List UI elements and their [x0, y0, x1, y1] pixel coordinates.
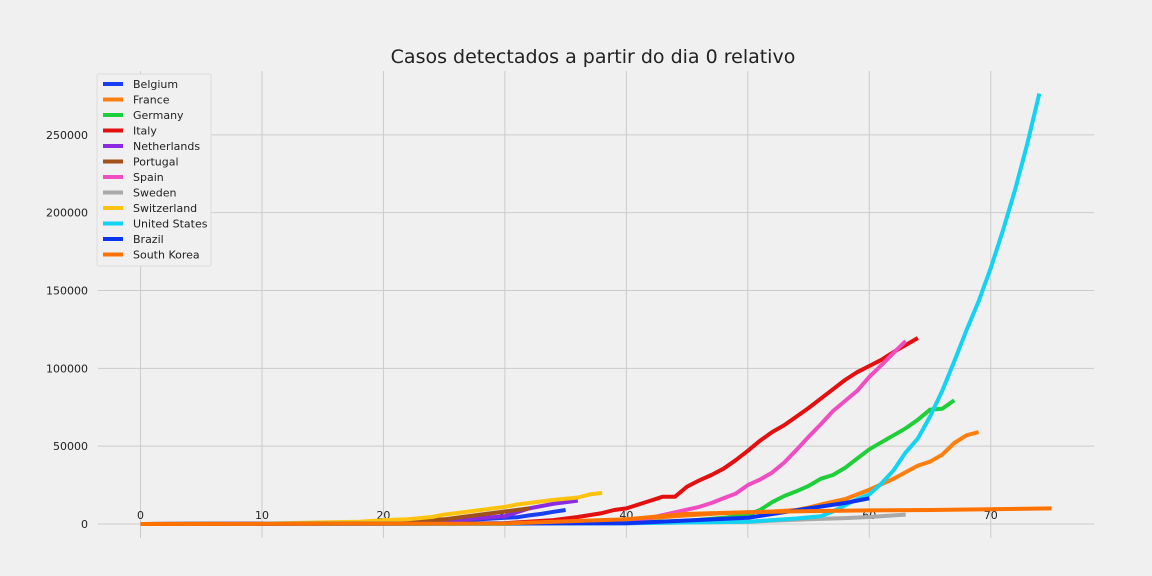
legend-label-brazil: Brazil [133, 233, 164, 246]
x-tick-label: 10 [255, 509, 269, 522]
legend-label-united-states: United States [133, 218, 208, 231]
y-tick-label: 150000 [46, 284, 88, 297]
chart-title: Casos detectados a partir do dia 0 relat… [391, 46, 796, 68]
y-tick-label: 250000 [46, 129, 88, 142]
y-tick-label: 0 [81, 518, 88, 531]
series-line-south-korea [140, 506, 1052, 526]
legend-label-netherlands: Netherlands [133, 140, 200, 153]
x-tick-label: 0 [137, 509, 144, 522]
legend-label-belgium: Belgium [133, 78, 178, 91]
series-line-italy [140, 336, 919, 526]
legend-label-spain: Spain [133, 171, 164, 184]
legend: Belgium France Germany Italy Netherlands Port… [96, 73, 212, 267]
legend-label-italy: Italy [133, 125, 157, 138]
legend-label-switzerland: Switzerland [133, 202, 197, 215]
y-tick-label: 50000 [53, 440, 88, 453]
legend-label-south-korea: South Korea [133, 249, 200, 262]
y-tick-label: 200000 [46, 207, 88, 220]
series-line-united-states [140, 93, 1042, 526]
legend-label-sweden: Sweden [133, 187, 176, 200]
x-tick-label: 70 [984, 509, 998, 522]
y-tick-label: 100000 [46, 362, 88, 375]
legend-label-germany: Germany [133, 109, 184, 122]
legend-label-france: France [133, 94, 170, 107]
legend-box [96, 73, 212, 267]
series-lines [140, 93, 1052, 526]
legend-label-portugal: Portugal [133, 156, 179, 169]
y-axis: 0 50000 100000 150000 200000 250000 [46, 129, 88, 531]
